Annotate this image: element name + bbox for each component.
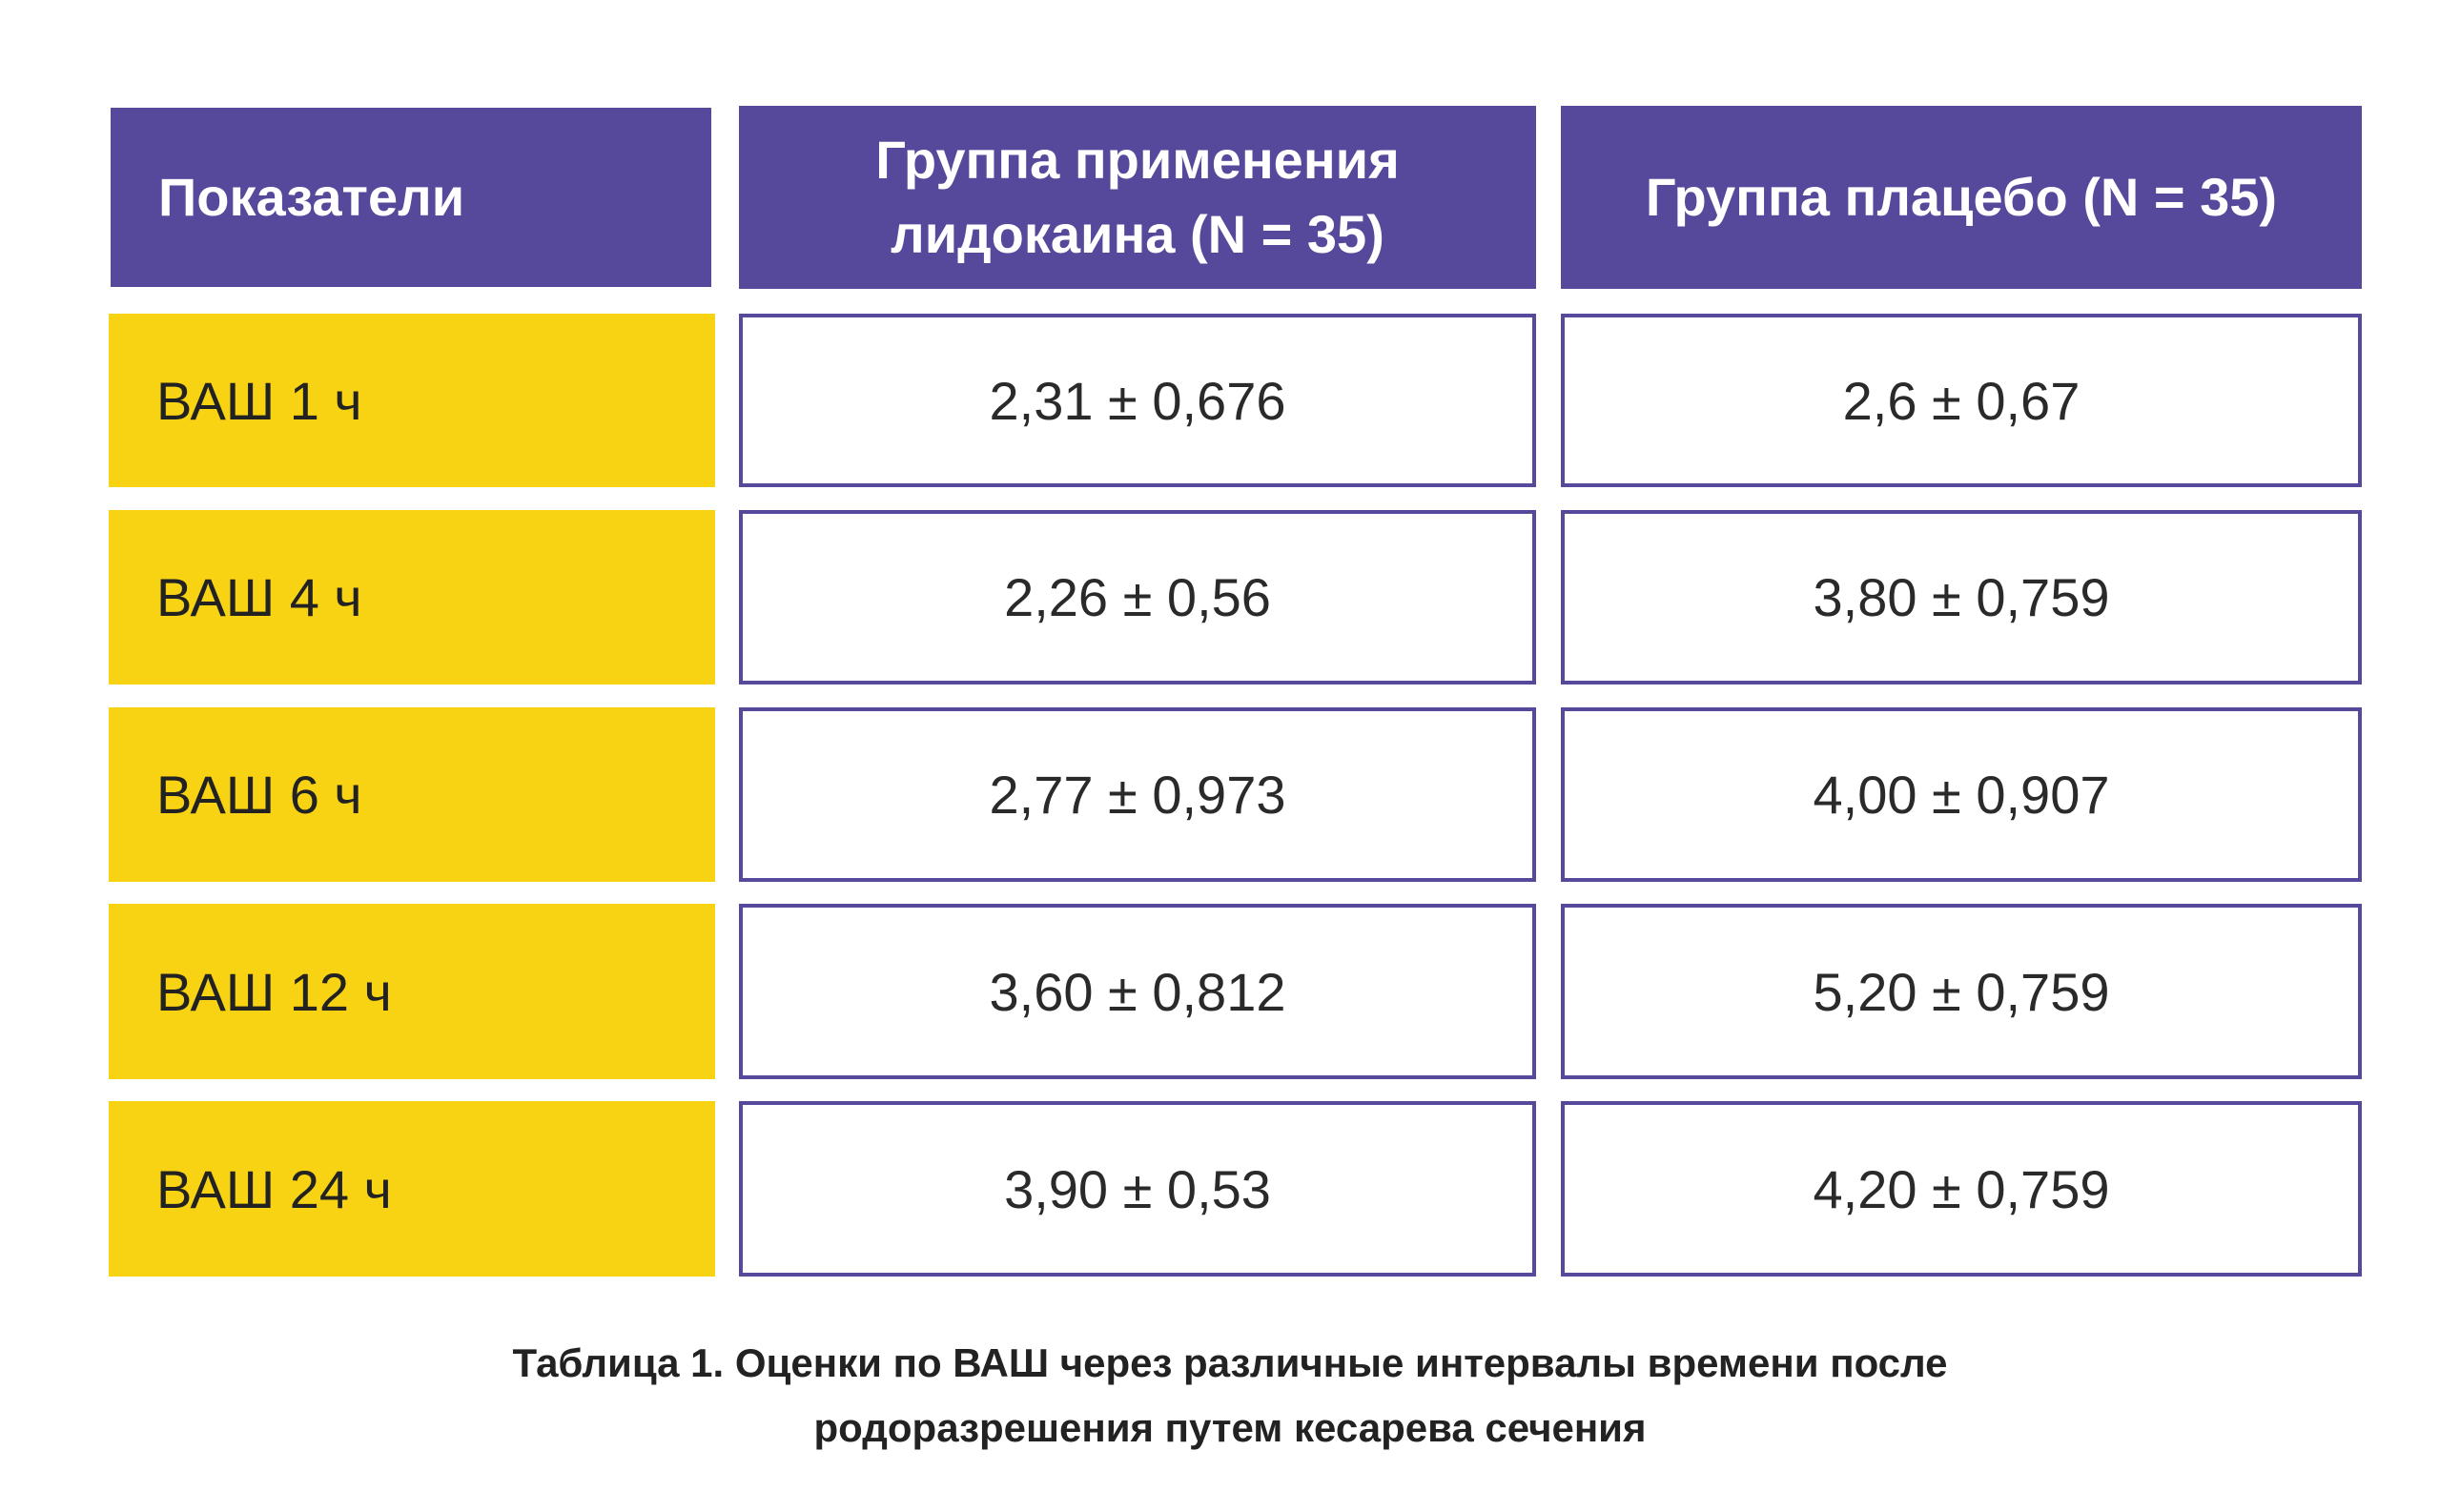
header-lidocaine-line-2: лидокаина (N = 35) — [891, 204, 1384, 264]
header-placebo-label: Группа плацебо (N = 35) — [1645, 167, 2278, 227]
lidocaine-value-cell: 2,31 ± 0,676 — [739, 314, 1536, 487]
placebo-value-cell: 4,20 ± 0,759 — [1561, 1101, 2362, 1277]
lidocaine-value: 3,90 ± 0,53 — [1004, 1158, 1271, 1219]
placebo-value-cell: 3,80 ± 0,759 — [1561, 510, 2362, 684]
row-label: ВАШ 6 ч — [109, 707, 715, 882]
row-label-text: ВАШ 4 ч — [156, 567, 362, 627]
placebo-value: 2,6 ± 0,67 — [1842, 370, 2081, 431]
table-caption-line-2: родоразрешения путем кесарева сечения — [813, 1405, 1647, 1450]
lidocaine-value-cell: 3,90 ± 0,53 — [739, 1101, 1536, 1277]
lidocaine-value: 2,31 ± 0,676 — [989, 370, 1286, 431]
placebo-value: 5,20 ± 0,759 — [1813, 961, 2110, 1022]
lidocaine-value-cell: 2,77 ± 0,973 — [739, 707, 1536, 882]
row-label-text: ВАШ 12 ч — [156, 961, 392, 1022]
header-lidocaine-line-1: Группа применения — [875, 130, 1400, 190]
row-label: ВАШ 1 ч — [109, 314, 715, 487]
lidocaine-value: 2,26 ± 0,56 — [1004, 567, 1271, 627]
lidocaine-value-cell: 2,26 ± 0,56 — [739, 510, 1536, 684]
header-indicators: Показатели — [111, 108, 711, 287]
placebo-value: 3,80 ± 0,759 — [1813, 567, 2110, 627]
lidocaine-value: 3,60 ± 0,812 — [989, 961, 1286, 1022]
row-label: ВАШ 12 ч — [109, 904, 715, 1079]
header-placebo-group: Группа плацебо (N = 35) — [1561, 106, 2362, 289]
header-indicators-label: Показатели — [158, 167, 465, 227]
lidocaine-value-cell: 3,60 ± 0,812 — [739, 904, 1536, 1079]
placebo-value-cell: 5,20 ± 0,759 — [1561, 904, 2362, 1079]
row-label-text: ВАШ 6 ч — [156, 765, 362, 825]
row-label-text: ВАШ 24 ч — [156, 1158, 392, 1219]
placebo-value: 4,00 ± 0,907 — [1813, 765, 2110, 825]
placebo-value-cell: 4,00 ± 0,907 — [1561, 707, 2362, 882]
table-caption-line-1: Таблица 1. Оценки по ВАШ через различные… — [512, 1340, 1948, 1385]
lidocaine-value: 2,77 ± 0,973 — [989, 765, 1286, 825]
placebo-value-cell: 2,6 ± 0,67 — [1561, 314, 2362, 487]
table-caption: Таблица 1. Оценки по ВАШ через различные… — [0, 1331, 2460, 1461]
row-label-text: ВАШ 1 ч — [156, 370, 362, 431]
row-label: ВАШ 4 ч — [109, 510, 715, 684]
placebo-value: 4,20 ± 0,759 — [1813, 1158, 2110, 1219]
header-lidocaine-group: Группа применения лидокаина (N = 35) — [739, 106, 1536, 289]
row-label: ВАШ 24 ч — [109, 1101, 715, 1277]
